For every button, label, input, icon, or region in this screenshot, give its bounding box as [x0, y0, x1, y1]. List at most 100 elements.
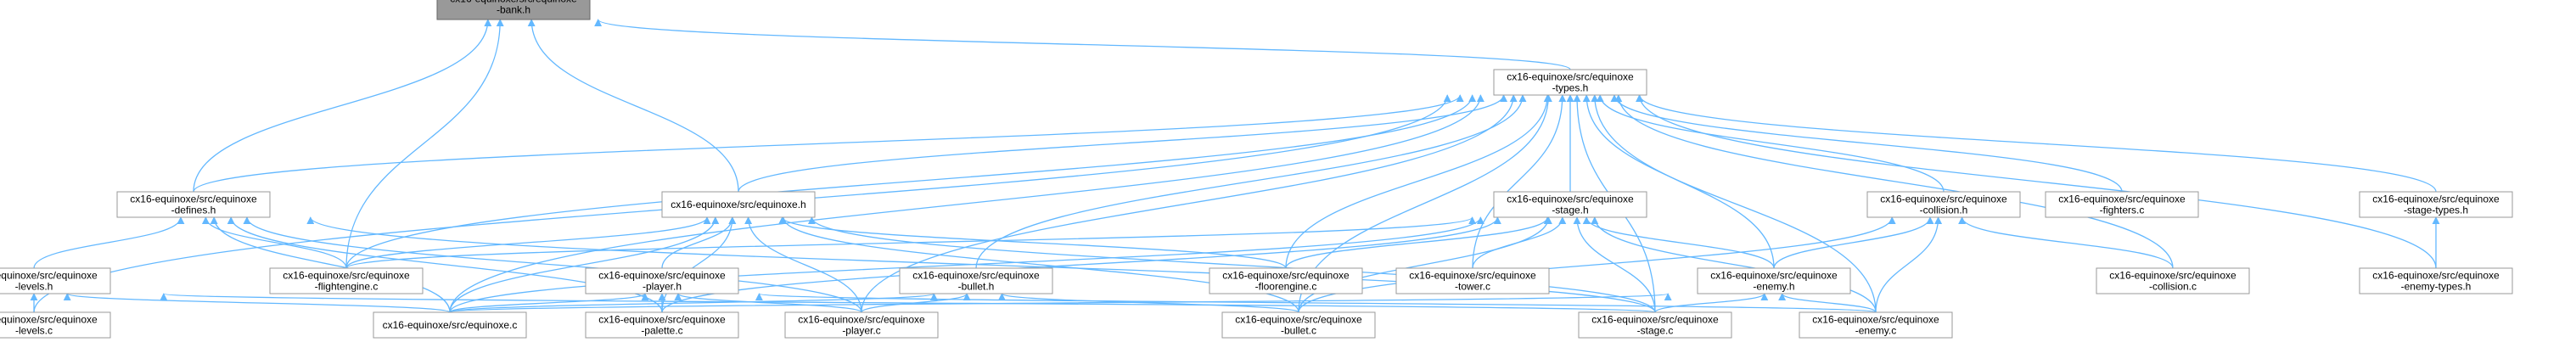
node-box	[2045, 191, 2199, 218]
edge-collision_h-to-types_h	[1596, 94, 1945, 193]
node-box	[2359, 191, 2513, 218]
edge-bullet_c-to-collision_h	[1298, 216, 1896, 313]
node-layer: cx16-equinoxe/src/equinoxe-bank.h cx16-eq…	[0, 0, 2513, 339]
node-label-line1: cx16-equinoxe/src/equinoxe	[130, 193, 257, 205]
node-box	[1493, 69, 1647, 96]
edge-player_c-to-bullet_h	[861, 293, 971, 313]
edge-levels_h-to-defines_h	[33, 216, 185, 269]
edge-tower_c-to-types_h	[1472, 94, 1567, 269]
node-label-line2: -floorengine.c	[1255, 281, 1317, 293]
node-label-line1: cx16-equinoxe/src/equinoxe	[0, 314, 98, 326]
edge-player_c-to-player_h	[674, 293, 862, 313]
node-label-line2: -levels.c	[15, 325, 53, 337]
node-box	[1221, 311, 1376, 339]
node-box	[1395, 267, 1550, 294]
node-label-line2: -enemy.c	[1855, 325, 1896, 337]
edge-stage_c-to-stage_h	[1573, 216, 1656, 313]
node-box	[1866, 191, 2021, 218]
node-levels-c[interactable]: cx16-equinoxe/src/equinoxe-levels.c	[0, 311, 111, 339]
node-box	[585, 267, 739, 294]
node-enemy-h[interactable]: cx16-equinoxe/src/equinoxe-enemy.h	[1697, 267, 1851, 294]
node-equinoxe-c[interactable]: cx16-equinoxe/src/equinoxe.c	[373, 311, 527, 339]
edge-enemy_types_h-to-types_h	[1636, 94, 2437, 269]
node-label-line2: -tower.c	[1455, 281, 1490, 293]
edge-types_h-to-bank_h	[594, 19, 1571, 70]
node-tower-c[interactable]: cx16-equinoxe/src/equinoxe-tower.c	[1395, 267, 1550, 294]
edge-bullet_h-to-types_h	[975, 94, 1527, 269]
node-collision-c[interactable]: cx16-equinoxe/src/equinoxe-collision.c	[2096, 267, 2250, 294]
node-box	[1799, 311, 1953, 339]
node-label-line1: cx16-equinoxe/src/equinoxe	[2372, 270, 2500, 282]
node-box	[436, 0, 591, 20]
node-collision-h[interactable]: cx16-equinoxe/src/equinoxe-collision.h	[1866, 191, 2021, 218]
edge-flightengine_c-to-stage_h	[345, 216, 1476, 269]
edge-enemy_c-to-collision_h	[1875, 216, 1943, 313]
node-floorengine-c[interactable]: cx16-equinoxe/src/equinoxe-floorengine.c	[1209, 267, 1363, 294]
node-enemy-types-h[interactable]: cx16-equinoxe/src/equinoxe-enemy-types.h	[2359, 267, 2513, 294]
node-stage-h[interactable]: cx16-equinoxe/src/equinoxe-stage.h	[1493, 191, 1647, 218]
node-label-line2: -flightengine.c	[315, 281, 379, 293]
node-label-line2: -enemy-types.h	[2401, 281, 2472, 293]
node-levels-h[interactable]: cx16-equinoxe/src/equinoxe-levels.h	[0, 267, 111, 294]
node-label-line2: -stage.h	[1552, 205, 1588, 216]
node-label-line2: -stage.c	[1637, 325, 1674, 337]
edge-enemy_h-to-collision_h	[1773, 216, 1934, 269]
edge-flightengine_c-to-equinoxe_h	[345, 216, 711, 269]
node-label-line1: cx16-equinoxe/src/equinoxe	[2109, 270, 2236, 282]
node-box	[373, 311, 527, 339]
node-bullet-c[interactable]: cx16-equinoxe/src/equinoxe-bullet.c	[1221, 311, 1376, 339]
node-label-line1: cx16-equinoxe/src/equinoxe	[798, 314, 925, 326]
edge-equinoxe_c-to-bullet_h	[449, 293, 938, 313]
node-box	[1578, 311, 1732, 339]
node-label-line2: -stage-types.h	[2404, 205, 2468, 216]
edge-player_c-to-defines_h	[243, 216, 862, 313]
node-label-line2: -bullet.h	[958, 281, 995, 293]
node-player-h[interactable]: cx16-equinoxe/src/equinoxe-player.h	[585, 267, 739, 294]
node-label-line2: -defines.h	[171, 205, 216, 216]
node-stage-types-h[interactable]: cx16-equinoxe/src/equinoxe-stage-types.h	[2359, 191, 2513, 218]
node-label-line2: -bullet.c	[1281, 325, 1316, 337]
node-label-line2: -fighters.c	[2100, 205, 2145, 216]
node-label-line1: cx16-equinoxe/src/equinoxe	[598, 270, 726, 282]
node-bank-h[interactable]: cx16-equinoxe/src/equinoxe-bank.h	[436, 0, 591, 20]
node-label-line2: -collision.c	[2149, 281, 2197, 293]
edge-bullet_c-to-stage_h	[1298, 216, 1552, 313]
node-label-line1: cx16-equinoxe/src/equinoxe	[0, 270, 98, 282]
node-defines-h[interactable]: cx16-equinoxe/src/equinoxe-defines.h	[116, 191, 271, 218]
node-palette-c[interactable]: cx16-equinoxe/src/equinoxe-palette.c	[585, 311, 739, 339]
node-flightengine-c[interactable]: cx16-equinoxe/src/equinoxe-flightengine.…	[269, 267, 424, 294]
node-label-line2: -enemy.h	[1753, 281, 1794, 293]
node-label-line1: cx16-equinoxe/src/equinoxe	[1507, 193, 1634, 205]
edge-player_c-to-equinoxe_h	[744, 216, 862, 313]
edge-collision_c-to-collision_h	[1958, 216, 2174, 269]
node-label-line1: cx16-equinoxe/src/equinoxe	[912, 270, 1040, 282]
node-label-line2: -types.h	[1552, 82, 1589, 94]
node-label-line1: cx16-equinoxe/src/equinoxe	[1235, 314, 1362, 326]
node-box	[0, 267, 111, 294]
node-box	[269, 267, 424, 294]
node-label-line1: cx16-equinoxe/src/equinoxe	[1710, 270, 1838, 282]
node-box	[116, 191, 271, 218]
node-box	[1209, 267, 1363, 294]
node-fighters-c[interactable]: cx16-equinoxe/src/equinoxe-fighters.c	[2045, 191, 2199, 218]
edge-equinoxe_c-to-types_h	[449, 94, 1484, 313]
node-label-line2: -palette.c	[641, 325, 682, 337]
edge-defines_h-to-bank_h	[193, 19, 492, 193]
edge-equinoxe_h-to-bank_h	[527, 19, 739, 193]
node-player-c[interactable]: cx16-equinoxe/src/equinoxe-player.c	[784, 311, 939, 339]
edge-fighters_c-to-types_h	[1610, 94, 2123, 193]
node-label-line2: -levels.h	[15, 281, 53, 293]
edge-equinoxe_c-to-levels_h	[64, 293, 451, 313]
node-label-line1: cx16-equinoxe/src/equinoxe	[1591, 314, 1719, 326]
node-label-line2: -player.h	[643, 281, 682, 293]
node-enemy-c[interactable]: cx16-equinoxe/src/equinoxe-enemy.c	[1799, 311, 1953, 339]
edge-defines_h-to-types_h	[193, 94, 1464, 193]
edge-collision_c-to-types_h	[1614, 94, 2174, 269]
edge-floorengine_c-to-equinoxe_h	[778, 216, 1287, 269]
node-types-h[interactable]: cx16-equinoxe/src/equinoxe-types.h	[1493, 69, 1647, 96]
node-stage-c[interactable]: cx16-equinoxe/src/equinoxe-stage.c	[1578, 311, 1732, 339]
edge-enemy_c-to-types_h	[1591, 94, 1877, 313]
node-bullet-h[interactable]: cx16-equinoxe/src/equinoxe-bullet.h	[899, 267, 1053, 294]
edge-enemy_c-to-player_h	[755, 293, 1877, 313]
node-equinoxe-h[interactable]: cx16-equinoxe/src/equinoxe.h	[661, 191, 816, 218]
